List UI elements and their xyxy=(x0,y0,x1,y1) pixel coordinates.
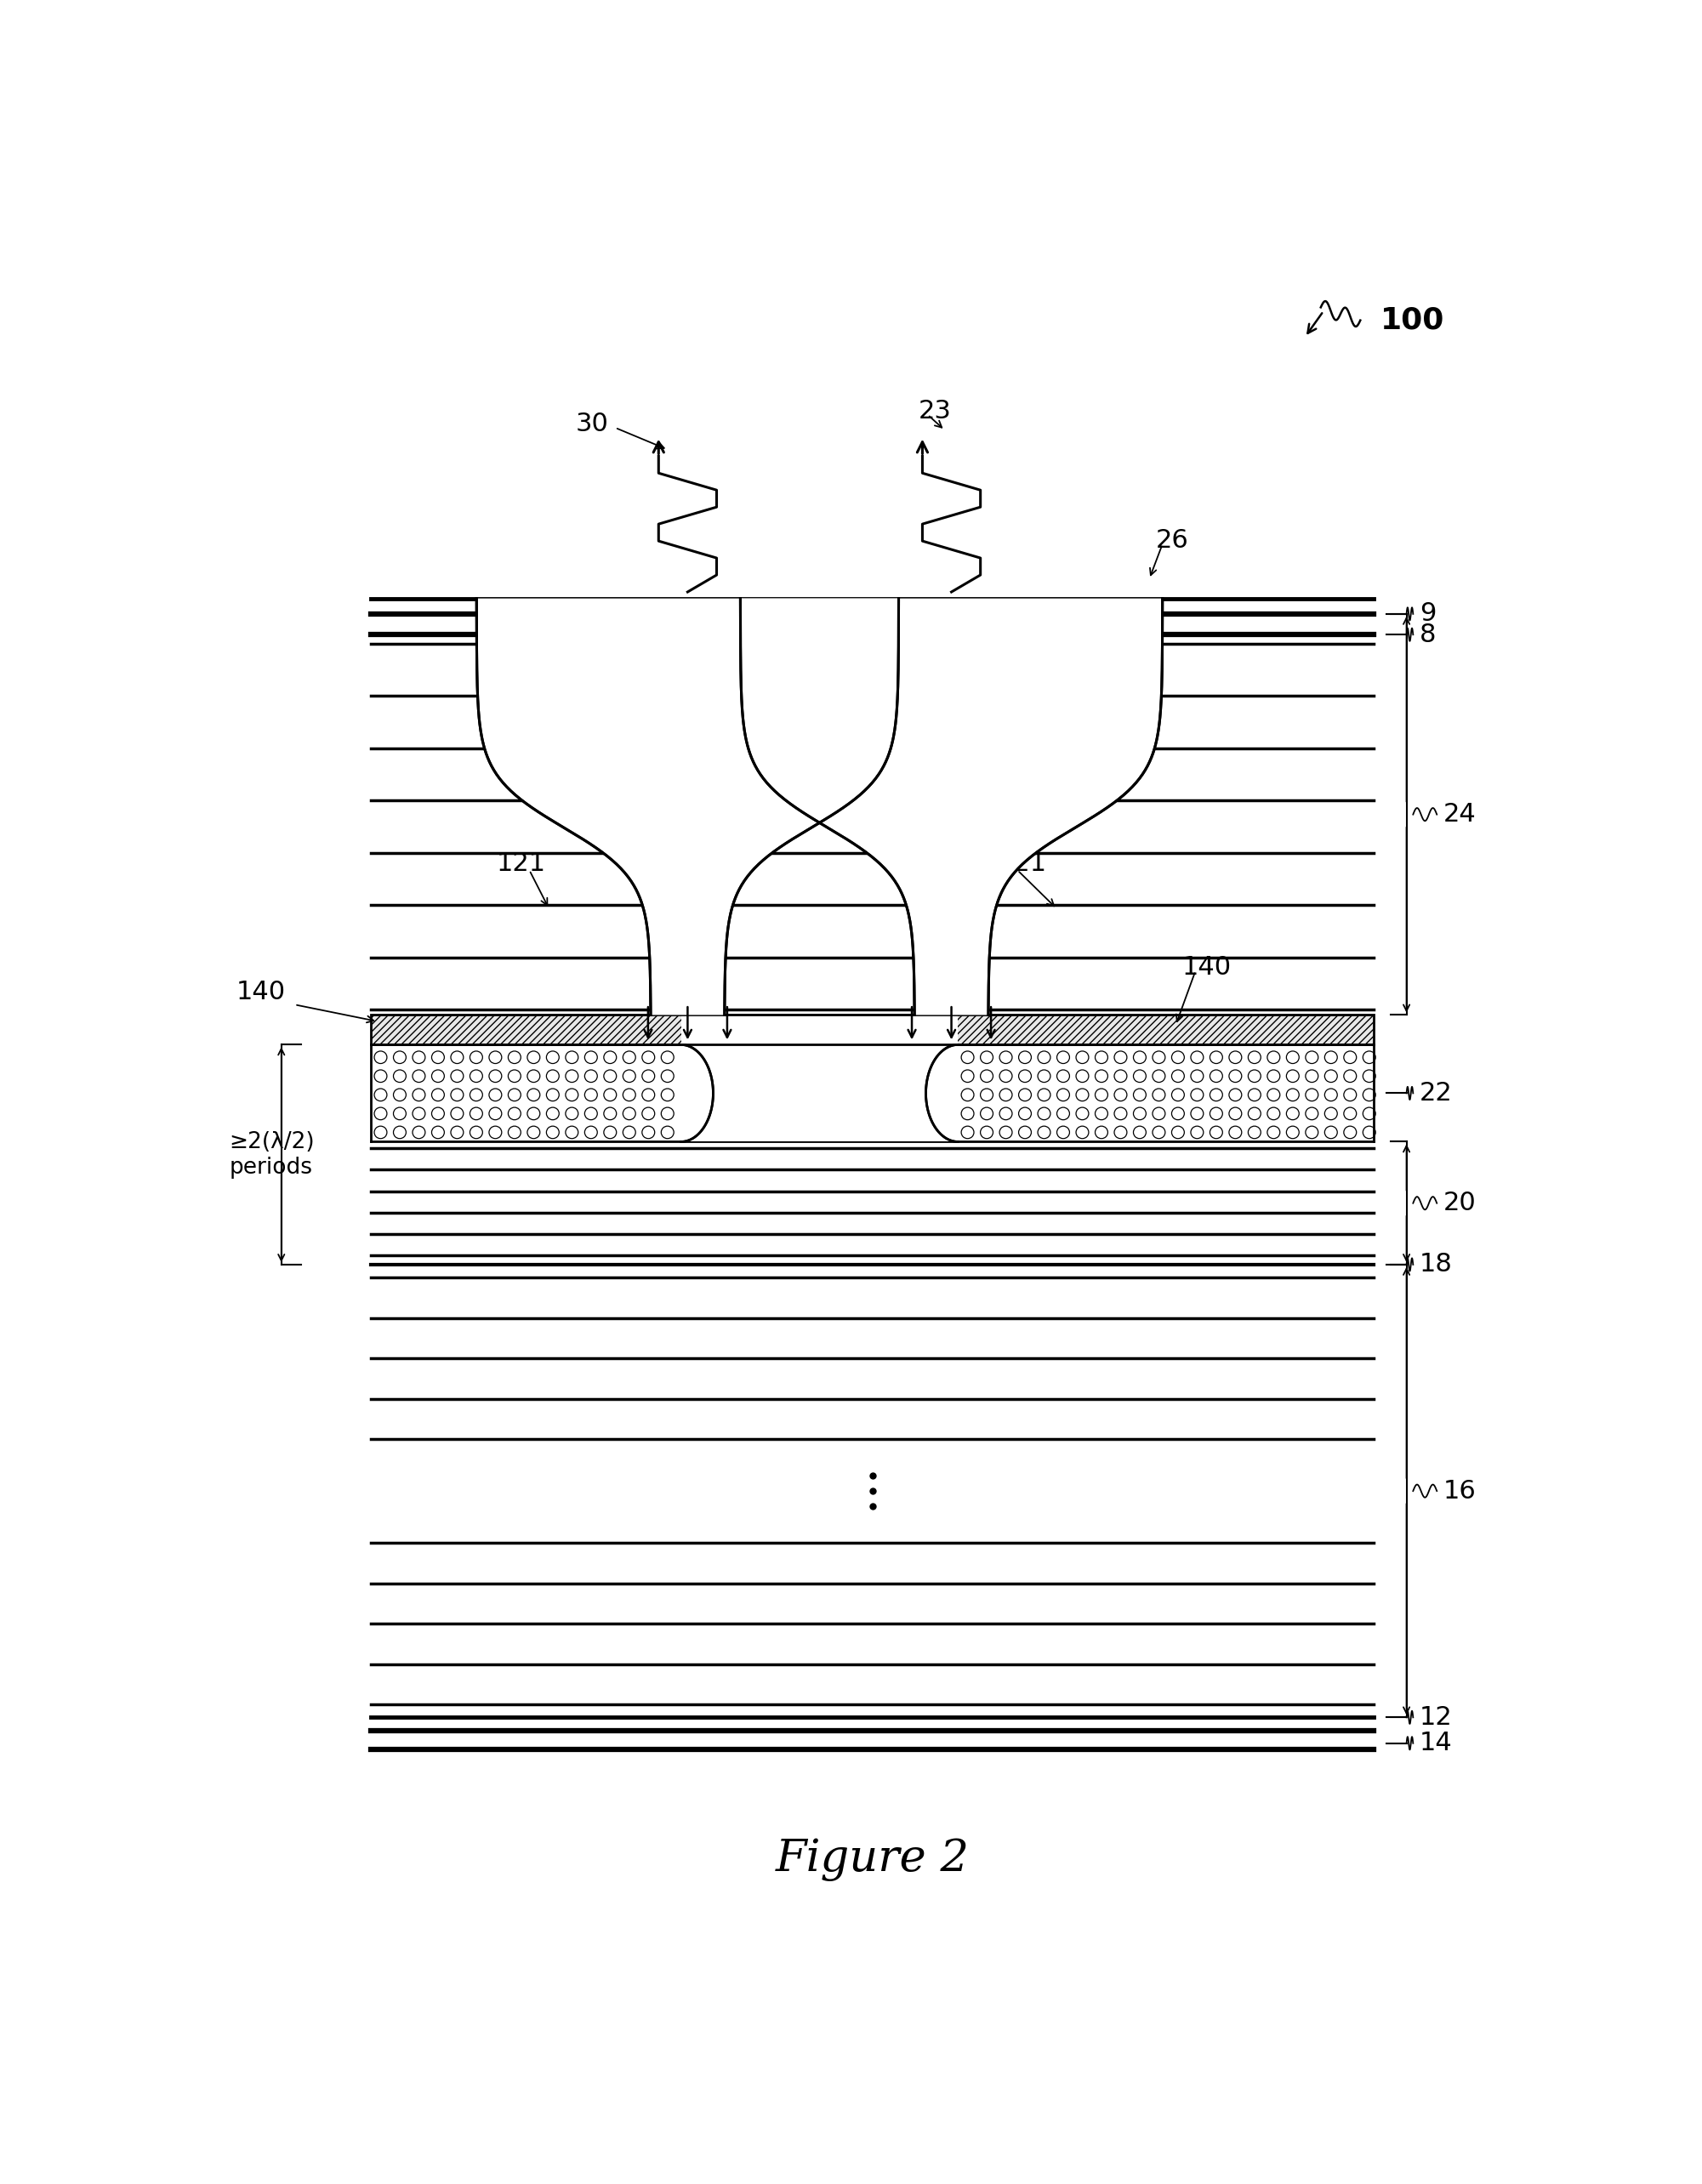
Text: 160: 160 xyxy=(797,1099,842,1120)
Text: 8: 8 xyxy=(1419,622,1436,646)
Polygon shape xyxy=(681,1044,713,1142)
Text: 180: 180 xyxy=(730,1053,778,1077)
Text: 26: 26 xyxy=(1156,529,1188,553)
Bar xyxy=(681,1016,958,1044)
Polygon shape xyxy=(926,1044,958,1142)
Text: 12: 12 xyxy=(1419,1706,1452,1730)
Bar xyxy=(371,1044,1374,1142)
Text: 160: 160 xyxy=(730,1099,778,1120)
Text: ≥2(λ/2)
periods: ≥2(λ/2) periods xyxy=(230,1131,315,1179)
Bar xyxy=(681,1044,958,1142)
Polygon shape xyxy=(477,598,899,1016)
Text: 9: 9 xyxy=(1419,601,1436,627)
Text: 100: 100 xyxy=(1380,306,1445,334)
Text: 22: 22 xyxy=(1419,1081,1452,1105)
Text: 20: 20 xyxy=(1443,1190,1476,1216)
Text: 18: 18 xyxy=(1419,1251,1454,1278)
Text: 180: 180 xyxy=(797,1053,842,1077)
Text: 16: 16 xyxy=(1443,1479,1476,1503)
Text: Figure 2: Figure 2 xyxy=(776,1839,968,1880)
Text: 23: 23 xyxy=(919,397,951,424)
Text: 24: 24 xyxy=(1443,802,1476,828)
Text: 121: 121 xyxy=(497,852,546,876)
Text: 140: 140 xyxy=(1183,954,1232,978)
Text: 140: 140 xyxy=(237,981,286,1005)
Bar xyxy=(371,1016,1374,1044)
Text: 14: 14 xyxy=(1419,1732,1452,1756)
Text: 30: 30 xyxy=(575,411,609,437)
Polygon shape xyxy=(740,598,1162,1016)
Text: 121: 121 xyxy=(997,852,1047,876)
